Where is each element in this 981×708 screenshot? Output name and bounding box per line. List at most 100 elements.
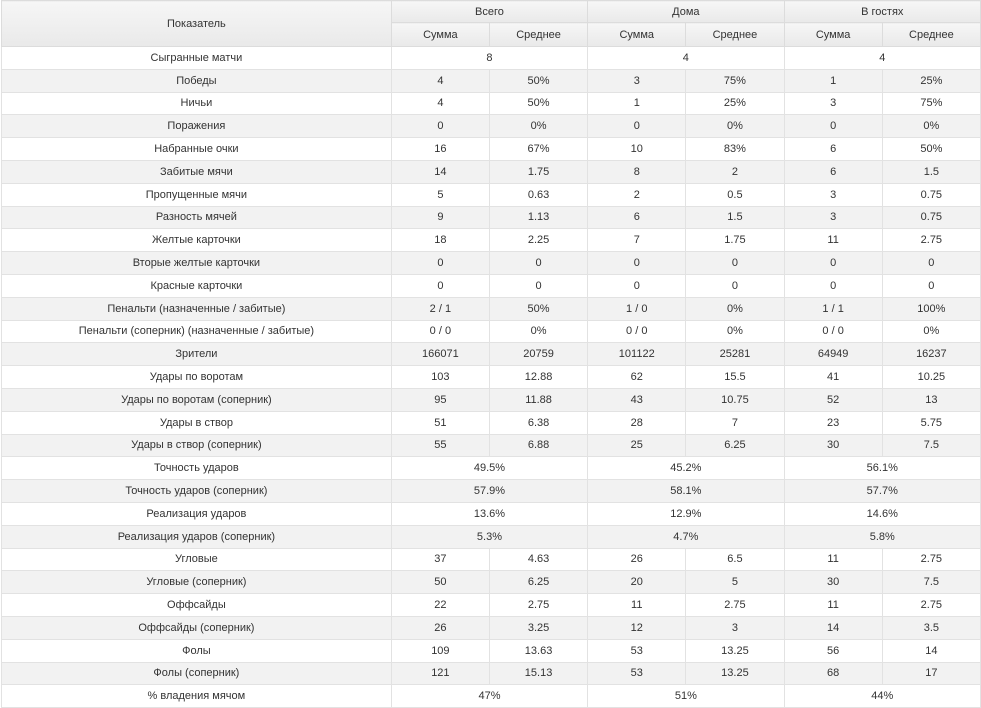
row-label: Пенальти (соперник) (назначенные / забит… bbox=[1, 319, 392, 344]
table-row: Угловые (соперник) 50 6.25 20 5 30 7.5 bbox=[1, 570, 981, 595]
row-label: Победы bbox=[1, 68, 392, 93]
sum-cell: 10 bbox=[587, 137, 687, 161]
avg-cell: 10.75 bbox=[685, 387, 785, 412]
table-row: Точность ударов (соперник) 57.9% 58.1% 57.7… bbox=[1, 479, 981, 503]
table-row: Ничьи 4 50% 1 25% 3 75% bbox=[1, 91, 981, 116]
sum-cell: 0 bbox=[783, 251, 883, 275]
table-row: % владения мячом 47% 51% 44% bbox=[1, 684, 981, 708]
merged-value-cell: 12.9% bbox=[587, 501, 785, 526]
sum-cell: 56 bbox=[783, 638, 883, 663]
table-row: Точность ударов 49.5% 45.2% 56.1% bbox=[1, 456, 981, 481]
merged-value-cell: 51% bbox=[587, 684, 785, 708]
group-header-total: Всего bbox=[390, 0, 589, 23]
avg-cell: 7.5 bbox=[881, 570, 981, 595]
sum-cell: 0 bbox=[587, 251, 687, 275]
row-label: Желтые карточки bbox=[1, 228, 392, 253]
sum-cell: 68 bbox=[783, 661, 883, 686]
avg-header: Среднее bbox=[881, 22, 981, 47]
sum-cell: 14 bbox=[783, 615, 883, 640]
avg-cell: 6.38 bbox=[488, 410, 589, 435]
avg-cell: 25% bbox=[881, 68, 981, 93]
avg-cell: 83% bbox=[685, 137, 785, 161]
row-label: Точность ударов bbox=[1, 456, 392, 481]
avg-cell: 0.75 bbox=[881, 182, 981, 207]
row-label: Удары в створ (соперник) bbox=[1, 433, 392, 458]
avg-cell: 5 bbox=[685, 570, 785, 595]
sum-cell: 0 / 0 bbox=[587, 319, 687, 344]
avg-cell: 0.75 bbox=[881, 205, 981, 230]
sum-cell: 41 bbox=[783, 365, 883, 389]
row-label: Реализация ударов bbox=[1, 501, 392, 526]
sum-cell: 2 / 1 bbox=[390, 296, 490, 321]
avg-cell: 11.88 bbox=[488, 387, 589, 412]
sum-cell: 28 bbox=[587, 410, 687, 435]
merged-value-cell: 57.9% bbox=[390, 479, 589, 503]
avg-cell: 13.25 bbox=[685, 661, 785, 686]
avg-cell: 2.75 bbox=[881, 547, 981, 572]
sum-header: Сумма bbox=[783, 22, 883, 47]
table-row: Красные карточки 0 0 0 0 0 0 bbox=[1, 273, 981, 298]
avg-cell: 25% bbox=[685, 91, 785, 116]
table-row: Удары по воротам (соперник) 95 11.88 43 10.7… bbox=[1, 387, 981, 412]
avg-cell: 2.75 bbox=[881, 228, 981, 253]
table-row: Удары по воротам 103 12.88 62 15.5 41 10.25 bbox=[1, 365, 981, 389]
sum-cell: 8 bbox=[587, 159, 687, 184]
avg-cell: 13.63 bbox=[488, 638, 589, 663]
table-row: Желтые карточки 18 2.25 7 1.75 11 2.75 bbox=[1, 228, 981, 253]
sum-cell: 23 bbox=[783, 410, 883, 435]
avg-cell: 0 bbox=[488, 273, 589, 298]
sum-cell: 11 bbox=[783, 547, 883, 572]
merged-value-cell: 4 bbox=[783, 46, 981, 70]
avg-cell: 4.63 bbox=[488, 547, 589, 572]
sum-cell: 52 bbox=[783, 387, 883, 412]
sum-cell: 7 bbox=[587, 228, 687, 253]
avg-cell: 12.88 bbox=[488, 365, 589, 389]
table-row: Реализация ударов (соперник) 5.3% 4.7% 5.8% bbox=[1, 524, 981, 549]
avg-cell: 100% bbox=[881, 296, 981, 321]
row-label: Поражения bbox=[1, 114, 392, 139]
avg-cell: 1.5 bbox=[685, 205, 785, 230]
row-label: Угловые (соперник) bbox=[1, 570, 392, 595]
merged-value-cell: 4 bbox=[587, 46, 785, 70]
row-label: Пенальти (назначенные / забитые) bbox=[1, 296, 392, 321]
avg-cell: 14 bbox=[881, 638, 981, 663]
avg-cell: 2.75 bbox=[488, 593, 589, 617]
merged-value-cell: 4.7% bbox=[587, 524, 785, 549]
indicator-header: Показатель bbox=[1, 0, 392, 47]
sum-cell: 43 bbox=[587, 387, 687, 412]
merged-value-cell: 5.3% bbox=[390, 524, 589, 549]
avg-cell: 16237 bbox=[881, 342, 981, 367]
avg-cell: 0.5 bbox=[685, 182, 785, 207]
sum-cell: 20 bbox=[587, 570, 687, 595]
row-label: Удары в створ bbox=[1, 410, 392, 435]
sum-cell: 3 bbox=[783, 182, 883, 207]
avg-header: Среднее bbox=[685, 22, 785, 47]
table-row: Поражения 0 0% 0 0% 0 0% bbox=[1, 114, 981, 139]
avg-cell: 50% bbox=[488, 91, 589, 116]
table-row: Забитые мячи 14 1.75 8 2 6 1.5 bbox=[1, 159, 981, 184]
avg-cell: 0% bbox=[685, 296, 785, 321]
table-row: Набранные очки 16 67% 10 83% 6 50% bbox=[1, 137, 981, 161]
avg-cell: 6.25 bbox=[488, 570, 589, 595]
avg-cell: 20759 bbox=[488, 342, 589, 367]
avg-cell: 2 bbox=[685, 159, 785, 184]
row-label: Оффсайды bbox=[1, 593, 392, 617]
sum-cell: 3 bbox=[783, 91, 883, 116]
avg-cell: 15.13 bbox=[488, 661, 589, 686]
group-header-away: В гостях bbox=[783, 0, 981, 23]
sum-cell: 3 bbox=[783, 205, 883, 230]
group-header-home: Дома bbox=[587, 0, 785, 23]
sum-cell: 6 bbox=[783, 137, 883, 161]
avg-cell: 67% bbox=[488, 137, 589, 161]
sum-cell: 62 bbox=[587, 365, 687, 389]
sum-cell: 0 bbox=[390, 273, 490, 298]
merged-value-cell: 49.5% bbox=[390, 456, 589, 481]
sum-cell: 18 bbox=[390, 228, 490, 253]
sum-cell: 11 bbox=[587, 593, 687, 617]
sum-cell: 25 bbox=[587, 433, 687, 458]
sum-cell: 95 bbox=[390, 387, 490, 412]
avg-cell: 2.25 bbox=[488, 228, 589, 253]
sum-cell: 51 bbox=[390, 410, 490, 435]
avg-cell: 7 bbox=[685, 410, 785, 435]
row-label: Фолы (соперник) bbox=[1, 661, 392, 686]
